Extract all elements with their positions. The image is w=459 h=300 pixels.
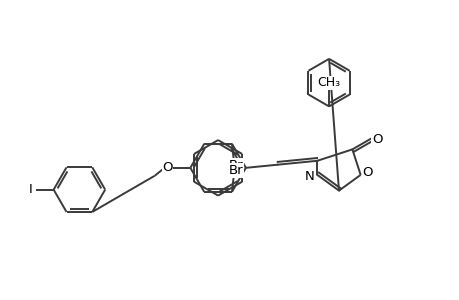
Text: O: O (162, 161, 173, 174)
Text: O: O (371, 133, 381, 146)
Text: CH₃: CH₃ (317, 76, 340, 89)
Text: I: I (29, 183, 33, 196)
Text: Br: Br (228, 164, 243, 177)
Text: O: O (362, 167, 372, 179)
Text: N: N (304, 170, 313, 183)
Text: Br: Br (228, 159, 243, 172)
